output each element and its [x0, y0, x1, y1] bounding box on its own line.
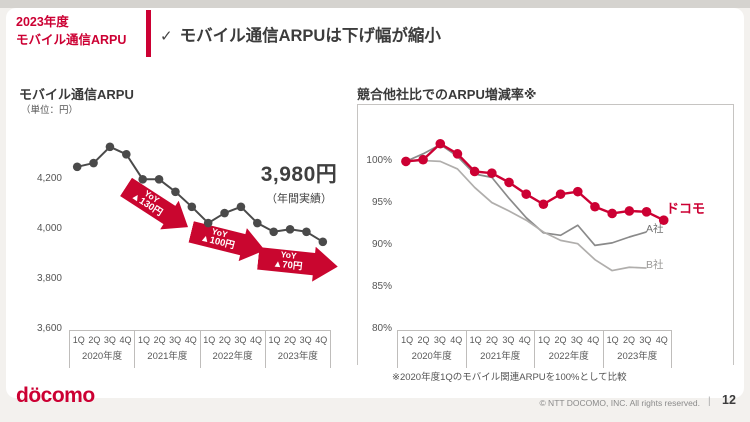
quarter-label: 4Q: [119, 335, 132, 345]
y-tick-label: 95%: [371, 197, 392, 209]
quarter-label: 1Q: [203, 335, 216, 345]
quarter-label: 2Q: [153, 335, 166, 345]
quarter-label: 4Q: [655, 335, 668, 345]
quarter-label: 4Q: [249, 335, 262, 345]
year-label: 2020年度: [411, 351, 452, 362]
y-tick-label: 3,600: [36, 323, 62, 335]
y-tick-label: 85%: [371, 281, 392, 293]
quarter-label: 2Q: [88, 335, 101, 345]
quarter-label: 2Q: [623, 335, 636, 345]
quarter-label: 4Q: [184, 335, 197, 345]
quarter-label: 4Q: [587, 335, 600, 345]
quarter-label: 3Q: [639, 335, 652, 345]
quarter-label: 4Q: [315, 335, 328, 345]
quarter-label: 1Q: [606, 335, 619, 345]
kicker-line-2: モバイル通信ARPU: [16, 33, 127, 48]
quarter-label: 2Q: [218, 335, 231, 345]
slide-kicker: 2023年度 モバイル通信ARPU: [16, 13, 126, 49]
annual-result-annotation: 3,980円 （年間実績）: [244, 158, 354, 206]
right-chart-title: 競合他社比でのARPU増減率※: [357, 87, 537, 102]
annual-arpu-note: （年間実績）: [266, 193, 332, 205]
series-label-company-a: A社: [646, 223, 664, 235]
year-label: 2023年度: [617, 351, 658, 362]
quarter-label: 1Q: [469, 335, 482, 345]
quarter-label: 1Q: [401, 335, 414, 345]
y-tick-label: 90%: [371, 239, 392, 251]
quarter-label: 2Q: [554, 335, 567, 345]
quarter-label: 2Q: [284, 335, 297, 345]
series-label-company-b: B社: [646, 259, 664, 271]
year-label: 2023年度: [277, 351, 318, 362]
left-chart-unit: （単位：円）: [21, 105, 79, 116]
y-tick-label: 80%: [371, 323, 392, 335]
quarter-label: 1Q: [538, 335, 551, 345]
quarter-label: 3Q: [299, 335, 312, 345]
year-label: 2022年度: [212, 351, 253, 362]
y-tick-label: 4,000: [36, 223, 62, 235]
quarter-label: 2Q: [486, 335, 499, 345]
left-chart-x-axis: 1Q 2Q 3Q 4Q 2020年度 1Q 2Q 3Q 4Q 2021年度 1Q 2Q 3Q 4Q 2022…: [69, 330, 331, 368]
annual-arpu-value: 3,980円: [260, 163, 338, 186]
kicker-line-1: 2023年度: [16, 15, 69, 29]
quarter-label: 3Q: [502, 335, 515, 345]
copyright-text: © NTT DOCOMO, INC. All rights reserved.: [539, 398, 700, 408]
quarter-label: 1Q: [268, 335, 281, 345]
right-chart-x-axis: 1Q 2Q 3Q 4Q 2020年度 1Q 2Q 3Q 4Q 2021年度 1Q 2Q 3Q 4Q 2022…: [397, 330, 672, 368]
axis-year-group: 1Q 2Q 3Q 4Q 2022年度: [199, 331, 265, 368]
axis-year-group: 1Q 2Q 3Q 4Q 2023年度: [264, 331, 331, 368]
right-chart-footnote: ※2020年度1Qのモバイル関連ARPUを100%として比較: [392, 372, 627, 383]
quarter-label: 4Q: [518, 335, 531, 345]
quarter-label: 4Q: [450, 335, 463, 345]
headline-text: モバイル通信ARPUは下げ幅が縮小: [179, 27, 441, 45]
slide-headline: ✓ モバイル通信ARPUは下げ幅が縮小: [160, 22, 441, 46]
quarter-label: 1Q: [72, 335, 85, 345]
axis-year-group: 1Q 2Q 3Q 4Q 2020年度: [69, 331, 134, 368]
y-tick-label: 100%: [366, 155, 392, 167]
year-label: 2020年度: [82, 351, 123, 362]
year-label: 2022年度: [548, 351, 589, 362]
quarter-label: 3Q: [570, 335, 583, 345]
y-tick-label: 4,200: [36, 173, 62, 185]
quarter-label: 3Q: [103, 335, 116, 345]
year-label: 2021年度: [480, 351, 521, 362]
series-label-docomo: ドコモ: [666, 201, 706, 216]
axis-year-group: 1Q 2Q 3Q 4Q 2022年度: [534, 331, 603, 368]
axis-year-group: 1Q 2Q 3Q 4Q 2021年度: [465, 331, 535, 368]
axis-year-group: 1Q 2Q 3Q 4Q 2023年度: [602, 331, 672, 368]
quarter-label: 3Q: [169, 335, 182, 345]
year-label: 2021年度: [147, 351, 188, 362]
quarter-label: 1Q: [138, 335, 151, 345]
docomo-logo: döcomo: [16, 384, 95, 407]
left-chart-title: モバイル通信ARPU: [19, 87, 134, 102]
page-number: 12: [722, 393, 736, 407]
right-chart-frame: [357, 104, 734, 365]
quarter-label: 3Q: [234, 335, 247, 345]
quarter-label: 3Q: [433, 335, 446, 345]
accent-bar: [146, 10, 151, 57]
footer-divider: |: [708, 396, 711, 407]
axis-year-group: 1Q 2Q 3Q 4Q 2020年度: [397, 331, 466, 368]
quarter-label: 2Q: [417, 335, 430, 345]
y-tick-label: 3,800: [36, 273, 62, 285]
check-icon: ✓: [160, 28, 173, 45]
axis-year-group: 1Q 2Q 3Q 4Q 2021年度: [134, 331, 199, 368]
